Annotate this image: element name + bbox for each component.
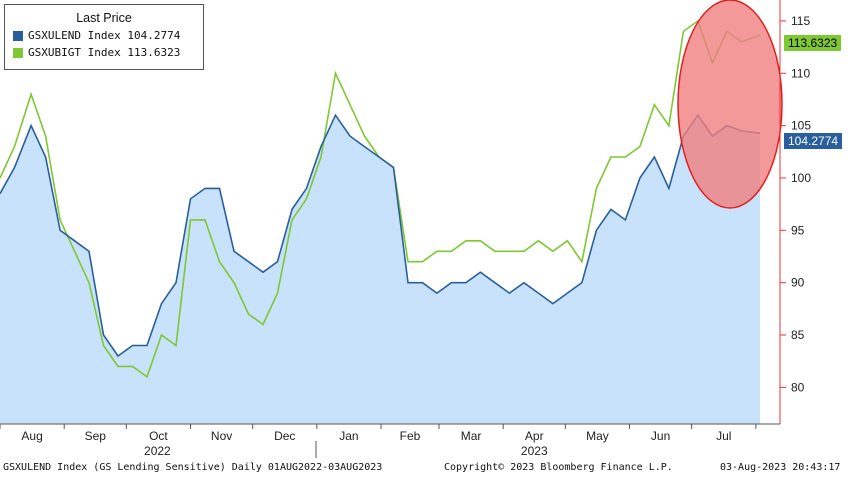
last-value-badge-lending: 104.2774 xyxy=(784,133,843,149)
legend-title: Last Price xyxy=(76,11,132,25)
x-tick-label-sep: Sep xyxy=(85,429,107,443)
legend-entry-bigtech: GSXUBIGT Index 113.6323 xyxy=(13,46,203,59)
series-line-gsxulend-index xyxy=(0,113,761,358)
legend-swatch-lending xyxy=(13,30,23,41)
y-tick-label-115: 115 xyxy=(791,14,810,28)
legend-value-bigtech: 113.6323 xyxy=(127,46,181,59)
y-tick-label-85: 85 xyxy=(791,328,805,342)
footer-left: GSXULEND Index (GS Lending Sensitive) Da… xyxy=(3,462,383,473)
x-tick-label-aug: Aug xyxy=(21,429,42,443)
x-tick-label-may: May xyxy=(586,429,609,443)
legend-name-bigtech: GSXUBIGT Index xyxy=(28,46,121,59)
footer-center: Copyright© 2023 Bloomberg Finance L.P. xyxy=(444,462,673,473)
legend-name-lending: GSXULEND Index xyxy=(28,29,121,42)
x-tick-label-dec: Dec xyxy=(274,429,295,443)
x-tick-label-mar: Mar xyxy=(461,429,482,443)
x-year-label-2023: 2023 xyxy=(521,444,548,458)
legend: Last Price GSXULEND Index 104.2774 GSXUB… xyxy=(4,4,204,70)
y-tick-label-80: 80 xyxy=(791,380,805,394)
y-tick-label-110: 110 xyxy=(791,66,810,80)
y-tick-label-105: 105 xyxy=(791,119,811,133)
lending-area-fill xyxy=(0,115,760,424)
x-year-label-2022: 2022 xyxy=(144,444,171,458)
x-tick-label-jul: Jul xyxy=(716,429,731,443)
x-tick-label-feb: Feb xyxy=(400,429,421,443)
legend-entry-lending: GSXULEND Index 104.2774 xyxy=(13,29,203,42)
x-tick-label-oct: Oct xyxy=(149,429,168,443)
highlight-ellipse xyxy=(677,0,783,209)
last-value-badge-bigtech: 113.6323 xyxy=(784,35,842,51)
y-tick-label-100: 100 xyxy=(791,171,811,185)
x-tick-label-jun: Jun xyxy=(651,429,670,443)
y-tick-label-90: 90 xyxy=(791,276,805,290)
x-tick-label-apr: Apr xyxy=(525,429,544,443)
footer-right: 03-Aug-2023 20:43:17 xyxy=(720,462,841,473)
x-tick-label-nov: Nov xyxy=(211,429,232,443)
y-tick-label-95: 95 xyxy=(791,223,805,237)
x-tick-label-jan: Jan xyxy=(339,429,358,443)
legend-value-lending: 104.2774 xyxy=(127,29,181,42)
legend-swatch-bigtech xyxy=(13,47,23,58)
